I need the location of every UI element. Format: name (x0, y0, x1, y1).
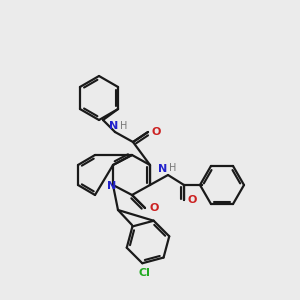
Text: N: N (107, 181, 117, 191)
Text: O: O (151, 127, 160, 137)
Text: H: H (169, 163, 176, 173)
Text: O: O (149, 203, 158, 213)
Text: N: N (158, 164, 167, 174)
Text: N: N (110, 121, 118, 131)
Text: O: O (187, 195, 196, 205)
Text: Cl: Cl (138, 268, 150, 278)
Text: H: H (120, 121, 127, 131)
